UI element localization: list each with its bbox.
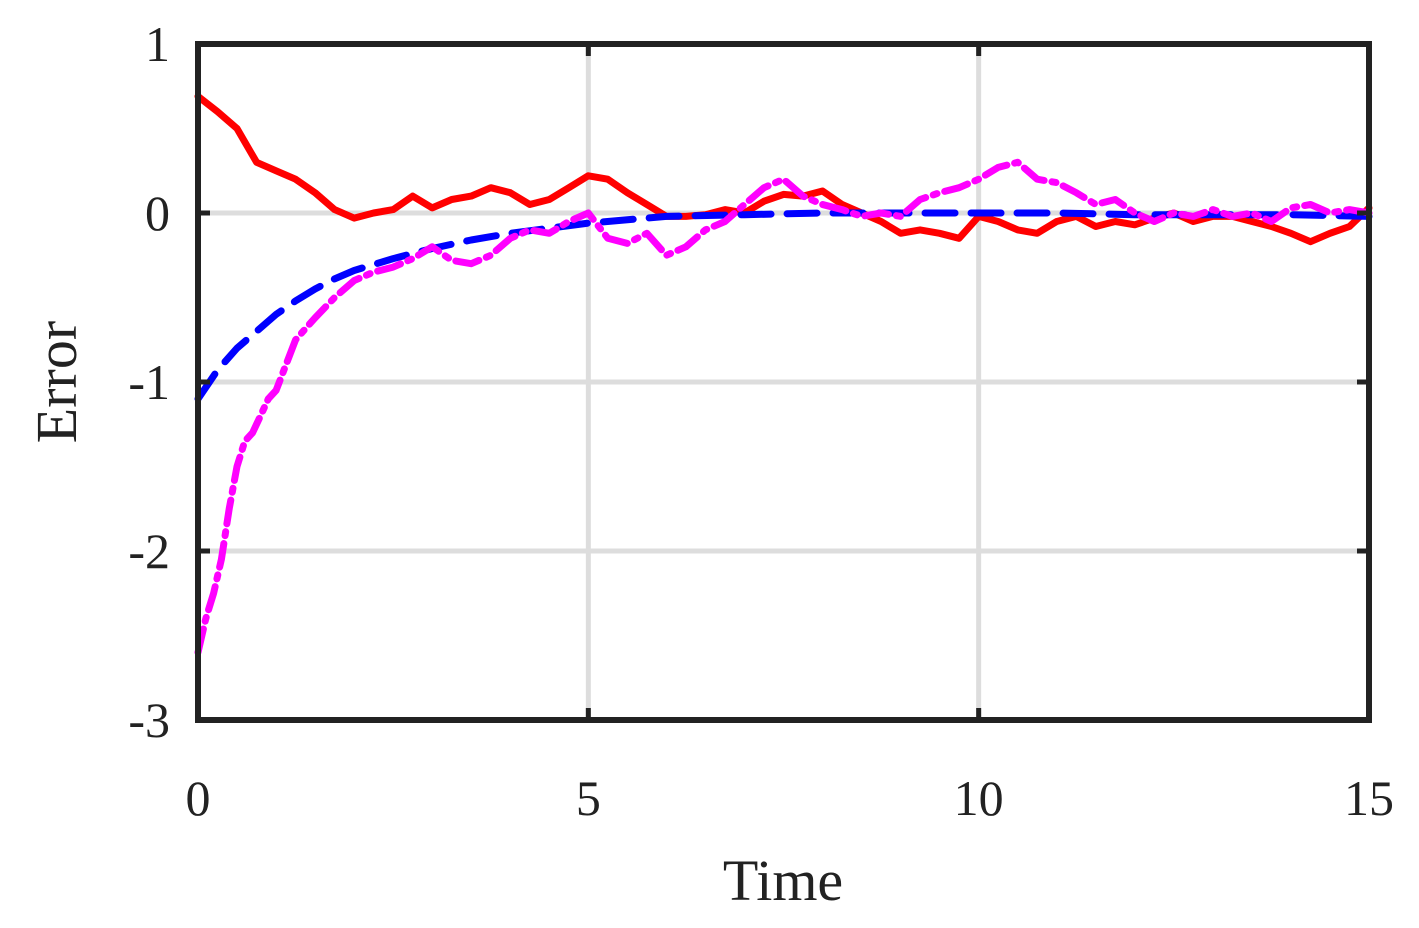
series-layer bbox=[194, 92, 1373, 656]
y-tick-label: 1 bbox=[145, 16, 170, 72]
y-tick-labels: 1 0 -1 -2 -3 bbox=[128, 16, 170, 748]
series-line-2 bbox=[194, 209, 1373, 403]
x-tick-labels: 0 5 10 15 bbox=[186, 770, 1395, 826]
tick-marks bbox=[195, 41, 1372, 723]
y-tick-label: -3 bbox=[128, 692, 170, 748]
series-line-3 bbox=[194, 158, 1373, 656]
y-tick-label: -1 bbox=[128, 354, 170, 410]
y-tick-label: 0 bbox=[145, 185, 170, 241]
x-tick-label: 5 bbox=[576, 770, 601, 826]
x-axis-label: Time bbox=[723, 848, 843, 913]
y-axis-label: Error bbox=[24, 321, 89, 443]
x-tick-label: 15 bbox=[1344, 770, 1394, 826]
y-tick-label: -2 bbox=[128, 523, 170, 579]
x-tick-label: 10 bbox=[954, 770, 1004, 826]
x-tick-label: 0 bbox=[186, 770, 211, 826]
